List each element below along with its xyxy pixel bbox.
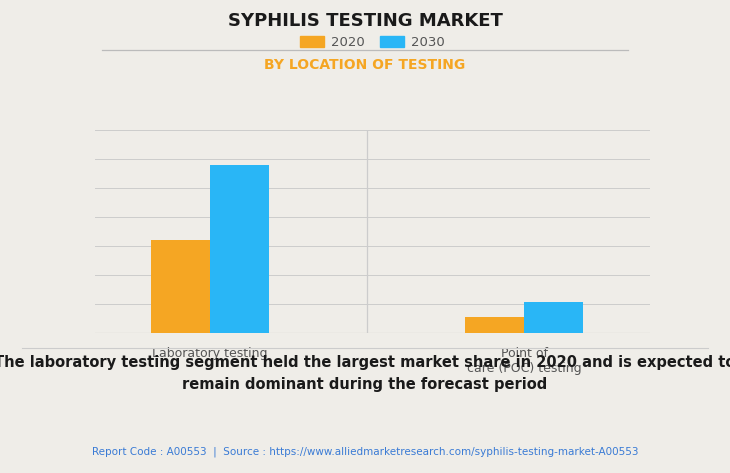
Bar — [151, 240, 210, 333]
Text: Report Code : A00553  |  Source : https://www.alliedmarketresearch.com/syphilis-: Report Code : A00553 | Source : https://… — [92, 447, 638, 457]
Bar — [524, 301, 583, 333]
Text: BY LOCATION OF TESTING: BY LOCATION OF TESTING — [264, 58, 466, 72]
Text: The laboratory testing segment held the largest market share in 2020 and is expe: The laboratory testing segment held the … — [0, 355, 730, 392]
Text: SYPHILIS TESTING MARKET: SYPHILIS TESTING MARKET — [228, 12, 502, 30]
Legend: 2020, 2030: 2020, 2030 — [295, 31, 450, 54]
Bar — [210, 165, 269, 333]
Bar — [466, 317, 524, 333]
